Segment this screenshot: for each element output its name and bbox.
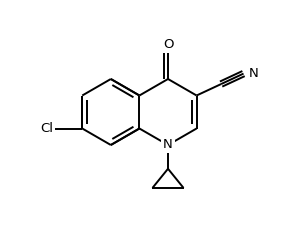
Text: O: O <box>163 38 173 51</box>
Text: N: N <box>249 67 258 80</box>
Text: N: N <box>163 138 173 151</box>
Text: Cl: Cl <box>40 122 53 135</box>
